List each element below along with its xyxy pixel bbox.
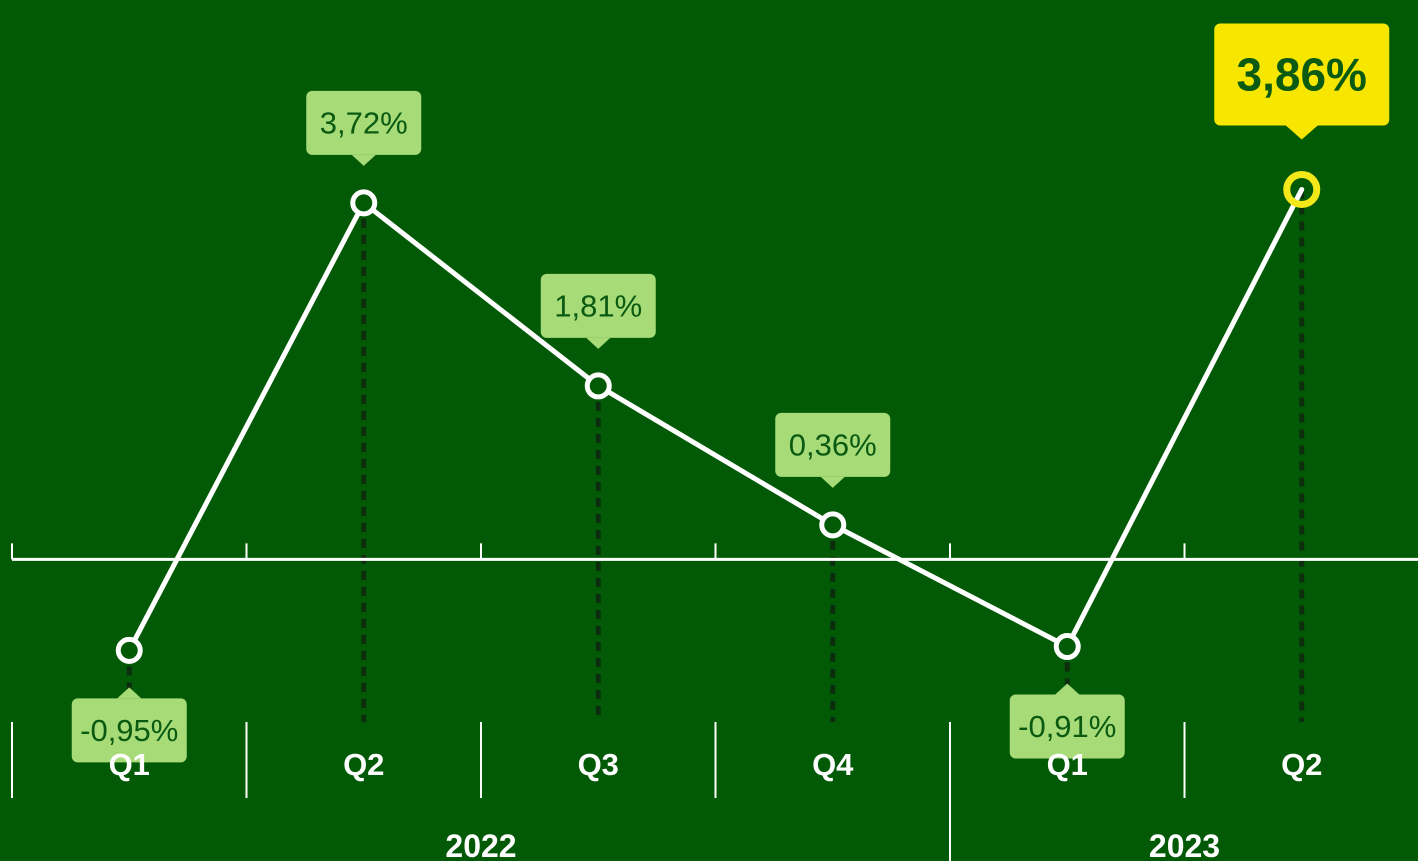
year-label: 2023: [1149, 828, 1220, 861]
data-point: [819, 511, 847, 539]
data-label-box: [775, 412, 891, 477]
data-point: [584, 372, 612, 400]
data-label-pointer: [351, 154, 376, 166]
data-point: [350, 189, 378, 217]
highlight-point: [1283, 170, 1321, 208]
highlight-label-pointer: [1285, 125, 1318, 140]
highlight-data-label: 3,86%: [1237, 48, 1367, 100]
x-tick-label: Q2: [343, 747, 384, 782]
data-point: [1053, 633, 1081, 661]
data-label: 3,72%: [320, 105, 408, 140]
data-label-box: [540, 273, 656, 338]
data-label: 1,81%: [554, 288, 642, 323]
data-point: [115, 636, 143, 664]
data-label-pointer: [117, 687, 142, 699]
year-label: 2022: [445, 828, 516, 861]
x-tick-label: Q1: [109, 747, 150, 782]
data-label-pointer: [820, 476, 845, 488]
data-label-box: [1009, 694, 1125, 759]
data-label-pointer: [1055, 683, 1080, 695]
x-tick-label: Q4: [812, 747, 854, 782]
x-tick-label: Q1: [1047, 747, 1088, 782]
x-tick-label: Q3: [578, 747, 619, 782]
data-label-box: [306, 90, 422, 155]
series-line: [126, 186, 1305, 653]
data-label: -0,91%: [1018, 709, 1116, 744]
data-label-box: [71, 698, 187, 763]
x-tick-label: Q2: [1281, 747, 1322, 782]
data-label-pointer: [586, 337, 611, 349]
data-label: -0,95%: [80, 713, 178, 748]
data-label: 0,36%: [789, 427, 877, 462]
highlight-label-box: [1214, 23, 1390, 126]
